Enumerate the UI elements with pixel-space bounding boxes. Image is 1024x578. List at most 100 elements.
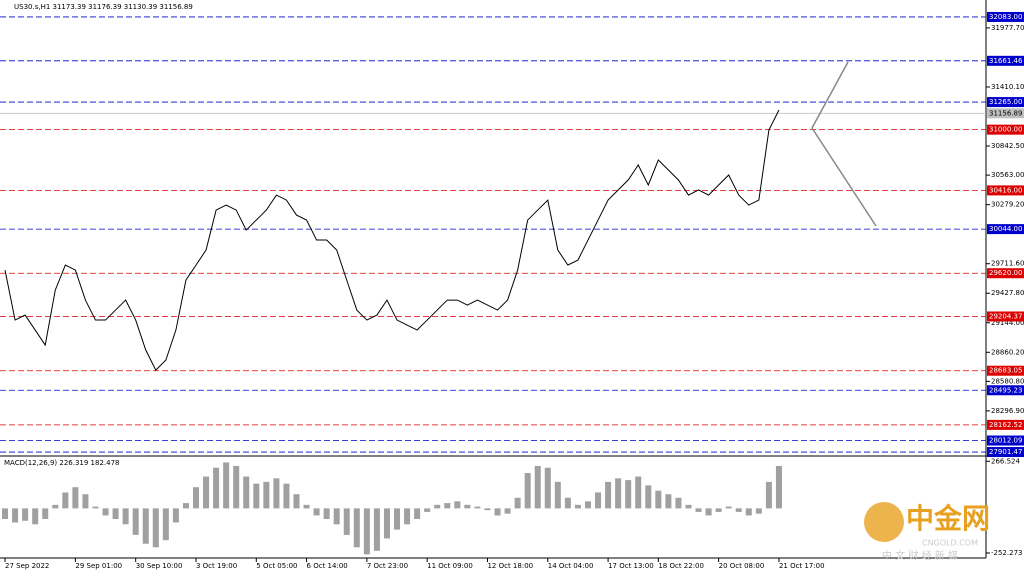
level-tag	[987, 435, 1024, 446]
macd-title: MACD(12,26,9) 226.319 182.478	[4, 459, 120, 467]
level-tag	[987, 11, 1024, 22]
level-tag	[987, 224, 1024, 235]
macd-bar	[444, 503, 451, 509]
macd-bar	[223, 462, 230, 509]
price-line	[4, 109, 780, 371]
level-label: 29204.37	[989, 312, 1022, 320]
macd-bar	[615, 478, 622, 509]
macd-bar	[695, 508, 702, 512]
level-label: 28683.05	[989, 367, 1022, 375]
slogan: 中 文 财 经 新 媒	[882, 549, 958, 562]
y-tick-label: 28296.90	[991, 407, 1024, 415]
macd-bar	[494, 508, 501, 516]
macd-bar	[22, 508, 29, 521]
site: CNGOLD.COM	[922, 539, 978, 548]
macd-bar	[524, 473, 531, 509]
macd-bar	[42, 508, 49, 519]
macd-bar	[484, 508, 491, 511]
macd-bar	[122, 508, 129, 525]
x-tick-label: 20 Oct 08:00	[719, 562, 765, 570]
macd-bar	[2, 508, 9, 519]
y-tick-label: 29427.80	[991, 289, 1024, 297]
macd-bar	[725, 506, 732, 509]
y-tick-label: 31977.70	[991, 24, 1024, 32]
y-tick-label: 28580.80	[991, 377, 1024, 385]
level-tag	[987, 124, 1024, 135]
last-price-tag	[987, 108, 1024, 119]
macd-bar	[343, 508, 350, 535]
macd-bar	[595, 492, 602, 509]
macd-bar	[213, 467, 220, 509]
macd-bar	[645, 485, 652, 509]
macd-bar	[574, 504, 581, 509]
macd-bar	[62, 492, 69, 509]
macd-bar	[72, 487, 79, 509]
macd-bar	[675, 497, 682, 509]
macd-bar	[152, 508, 159, 548]
x-tick-label: 17 Oct 13:00	[608, 562, 654, 570]
x-tick-label: 5 Oct 05:00	[256, 562, 297, 570]
macd-bar	[584, 501, 591, 509]
x-tick-label: 7 Oct 23:00	[367, 562, 408, 570]
macd-bar	[273, 478, 280, 509]
macd-bar	[323, 508, 330, 519]
macd-bar	[514, 497, 521, 509]
macd-bar	[765, 481, 772, 509]
macd-bar	[394, 508, 401, 530]
level-label: 32083.00	[989, 13, 1022, 21]
arrow-down	[811, 127, 877, 227]
macd-bar	[665, 494, 672, 509]
watermark: 中金网 CNGOLD.COM 中 文 财 经 新 媒	[864, 502, 990, 562]
macd-bar	[52, 504, 59, 509]
macd-bar	[424, 508, 431, 512]
level-label: 29620.00	[989, 269, 1022, 277]
macd-bar	[554, 481, 561, 509]
macd-bar	[112, 508, 119, 519]
y-tick-label: 30279.20	[991, 201, 1024, 209]
y-tick-label: 31410.10	[991, 83, 1024, 91]
macd-bar	[564, 497, 571, 509]
macd-bar	[243, 476, 250, 509]
macd-bar	[735, 508, 742, 512]
level-tag	[987, 185, 1024, 196]
x-tick-label: 12 Oct 18:00	[487, 562, 533, 570]
level-label: 31000.00	[989, 126, 1022, 134]
macd-bar	[625, 480, 632, 509]
level-label: 27901.47	[989, 448, 1022, 456]
chart-title: US30.s,H1 31173.39 31176.39 31130.39 311…	[14, 3, 193, 11]
arrow-up	[811, 61, 849, 129]
y-tick-label: 30842.50	[991, 142, 1024, 150]
level-label: 30044.00	[989, 225, 1022, 233]
x-tick-label: 3 Oct 19:00	[196, 562, 237, 570]
macd-bar	[685, 504, 692, 509]
macd-bar	[203, 476, 210, 509]
macd-bar	[414, 508, 421, 519]
macd-bar	[82, 494, 89, 509]
x-tick-label: 14 Oct 04:00	[548, 562, 594, 570]
level-tag	[987, 268, 1024, 279]
macd-bar	[293, 494, 300, 509]
macd-bar	[705, 508, 712, 516]
level-label: 31661.46	[989, 57, 1023, 65]
level-label: 28012.09	[989, 437, 1022, 445]
macd-bar	[102, 508, 109, 516]
macd-bar	[775, 465, 782, 509]
macd-bar	[313, 508, 320, 516]
x-tick-label: 21 Oct 17:00	[779, 562, 825, 570]
y-tick-label: 28860.20	[991, 348, 1024, 356]
macd-tick-label: -252.273	[991, 549, 1022, 557]
macd-bar	[464, 504, 471, 509]
macd-bar	[142, 508, 149, 544]
macd-bar	[383, 508, 390, 539]
macd-bar	[363, 508, 370, 555]
x-tick-label: 27 Sep 2022	[5, 562, 49, 570]
macd-bar	[172, 508, 179, 523]
macd-bar	[283, 483, 290, 509]
macd-bar	[404, 508, 411, 525]
macd-bar	[745, 508, 752, 516]
x-tick-label: 11 Oct 09:00	[427, 562, 473, 570]
x-tick-label: 29 Sep 01:00	[75, 562, 122, 570]
macd-bar	[454, 501, 461, 509]
level-tag	[987, 365, 1024, 376]
